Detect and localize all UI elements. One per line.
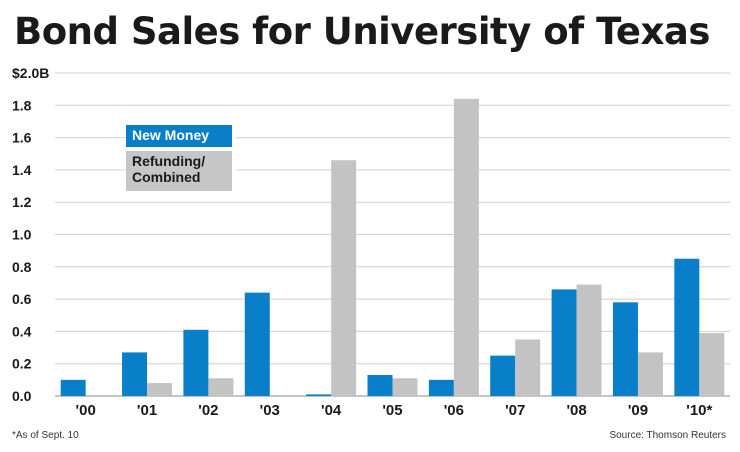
y-tick-label: 1.0 xyxy=(12,227,32,243)
bar-new-money-0 xyxy=(60,379,86,396)
y-tick-label: 0.6 xyxy=(12,291,32,307)
x-tick-label: '00 xyxy=(76,402,96,419)
x-tick-label: '05 xyxy=(382,402,402,419)
bar-new-money-4 xyxy=(306,394,332,396)
y-tick-label: 1.2 xyxy=(12,194,32,210)
bar-refunding-7 xyxy=(515,339,541,396)
y-tick-label: 1.6 xyxy=(12,130,32,146)
bar-new-money-6 xyxy=(428,379,454,396)
bar-new-money-2 xyxy=(183,329,209,396)
y-tick-label: $2.0B xyxy=(12,65,49,81)
bar-new-money-1 xyxy=(122,352,148,396)
x-tick-label: '06 xyxy=(444,402,464,419)
y-tick-label: 0.8 xyxy=(12,259,32,275)
bar-refunding-2 xyxy=(208,378,234,396)
legend-new-money-label: New Money xyxy=(132,127,210,143)
bar-new-money-10 xyxy=(674,258,700,396)
bar-new-money-8 xyxy=(551,289,577,396)
bar-refunding-9 xyxy=(637,352,663,396)
bar-new-money-3 xyxy=(244,292,270,396)
bar-new-money-9 xyxy=(612,302,638,396)
bar-new-money-5 xyxy=(367,375,393,396)
source-note: Source: Thomson Reuters xyxy=(609,430,726,441)
x-tick-label: '10* xyxy=(686,402,712,419)
y-tick-label: 1.4 xyxy=(12,162,32,178)
x-tick-label: '02 xyxy=(198,402,218,419)
chart-title: Bond Sales for University of Texas xyxy=(14,10,710,53)
legend-refunding-label-1: Refunding/ xyxy=(132,153,206,169)
bar-refunding-10 xyxy=(699,333,725,396)
bar-refunding-8 xyxy=(576,284,602,396)
x-tick-label: '03 xyxy=(260,402,280,419)
legend-refunding-label-2: Combined xyxy=(132,169,201,185)
legend: New Money Refunding/ Combined xyxy=(126,125,236,191)
legend-new-money: New Money xyxy=(126,125,232,147)
y-tick-label: 0.2 xyxy=(12,356,32,372)
bar-refunding-5 xyxy=(392,378,418,396)
y-tick-label: 0.0 xyxy=(12,388,32,404)
bar-refunding-4 xyxy=(331,160,357,396)
x-tick-label: '01 xyxy=(137,402,157,419)
y-tick-label: 0.4 xyxy=(12,323,32,339)
bar-refunding-6 xyxy=(453,98,479,396)
x-tick-label: '07 xyxy=(505,402,525,419)
footnote: *As of Sept. 10 xyxy=(12,430,79,441)
x-tick-label: '04 xyxy=(321,402,342,419)
bar-new-money-7 xyxy=(490,355,516,396)
y-tick-label: 1.8 xyxy=(12,97,32,113)
x-tick-label: '09 xyxy=(628,402,648,419)
bar-refunding-1 xyxy=(147,383,173,396)
x-tick-label: '08 xyxy=(566,402,586,419)
legend-refunding: Refunding/ Combined xyxy=(126,151,232,191)
